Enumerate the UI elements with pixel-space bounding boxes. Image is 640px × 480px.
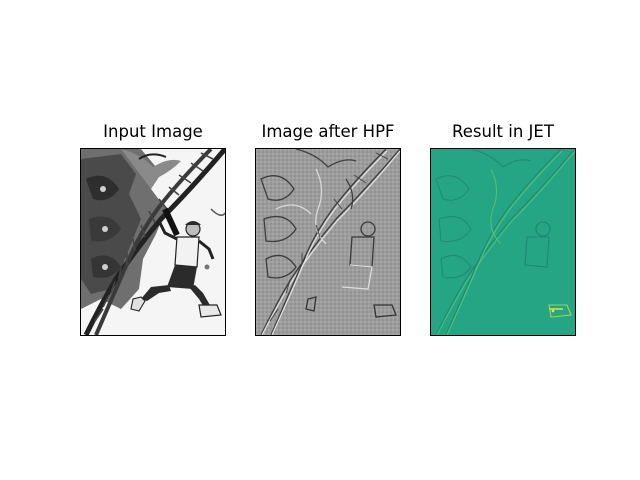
jet-result-image: [431, 149, 575, 335]
panel-title-input-image: Input Image: [73, 122, 233, 141]
input-image: [81, 149, 225, 335]
hpf-image: [256, 149, 400, 335]
hpf-image-panel: [255, 148, 401, 336]
jet-result-panel: [430, 148, 576, 336]
panel-title-result-in-jet: Result in JET: [423, 122, 583, 141]
panel-title-image-after-hpf: Image after HPF: [248, 122, 408, 141]
input-image-panel: [80, 148, 226, 336]
